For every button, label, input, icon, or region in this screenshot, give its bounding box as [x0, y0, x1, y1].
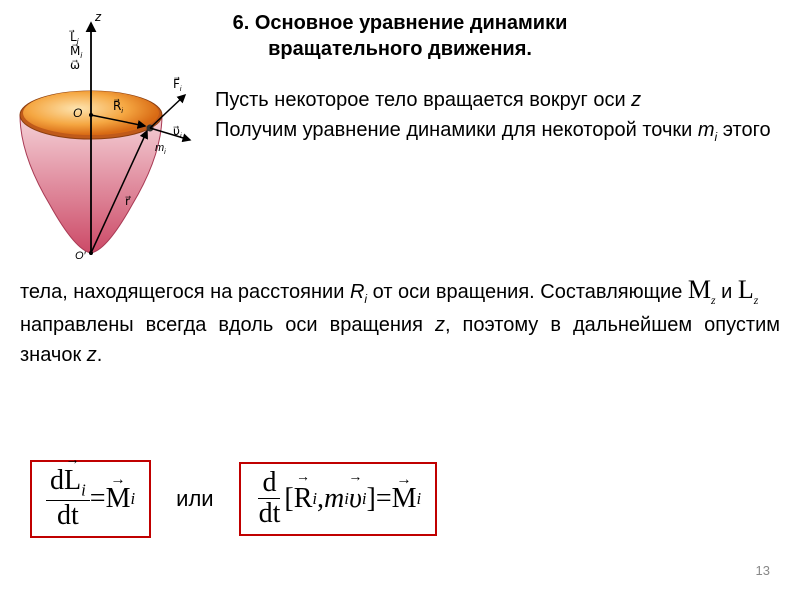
- Mz-symbol: Mz: [688, 275, 716, 304]
- rotation-diagram: z L⃗i M⃗i ω⃗ O O′ mi R⃗i F⃗i υ⃗i r⃗: [0, 5, 195, 265]
- formula-row: dLi dt = Mi или d dt [Ri, miυi] = Mi: [30, 460, 770, 538]
- or-label: или: [176, 486, 213, 512]
- formula-2: d dt [Ri, miυi] = Mi: [239, 462, 438, 537]
- title-line2: вращательного движения.: [268, 38, 532, 60]
- svg-text:O′: O′: [75, 250, 87, 262]
- formula-1: dLi dt = Mi: [30, 460, 151, 538]
- svg-text:F⃗i: F⃗i: [173, 76, 182, 93]
- svg-text:ω⃗: ω⃗: [70, 58, 80, 72]
- svg-text:υ⃗i: υ⃗i: [173, 124, 182, 140]
- paragraph-2: тела, находящегося на расстоянии Ri от о…: [20, 270, 780, 370]
- svg-text:mi: mi: [155, 142, 166, 156]
- paragraph-1: Пусть некоторое тело вращается вокруг ос…: [215, 85, 775, 146]
- svg-text:O: O: [73, 106, 82, 120]
- svg-text:z: z: [94, 9, 102, 24]
- Lz-symbol: Lz: [738, 275, 758, 304]
- title-line1: 6. Основное уравнение динамики: [233, 12, 568, 34]
- page-number: 13: [756, 563, 770, 578]
